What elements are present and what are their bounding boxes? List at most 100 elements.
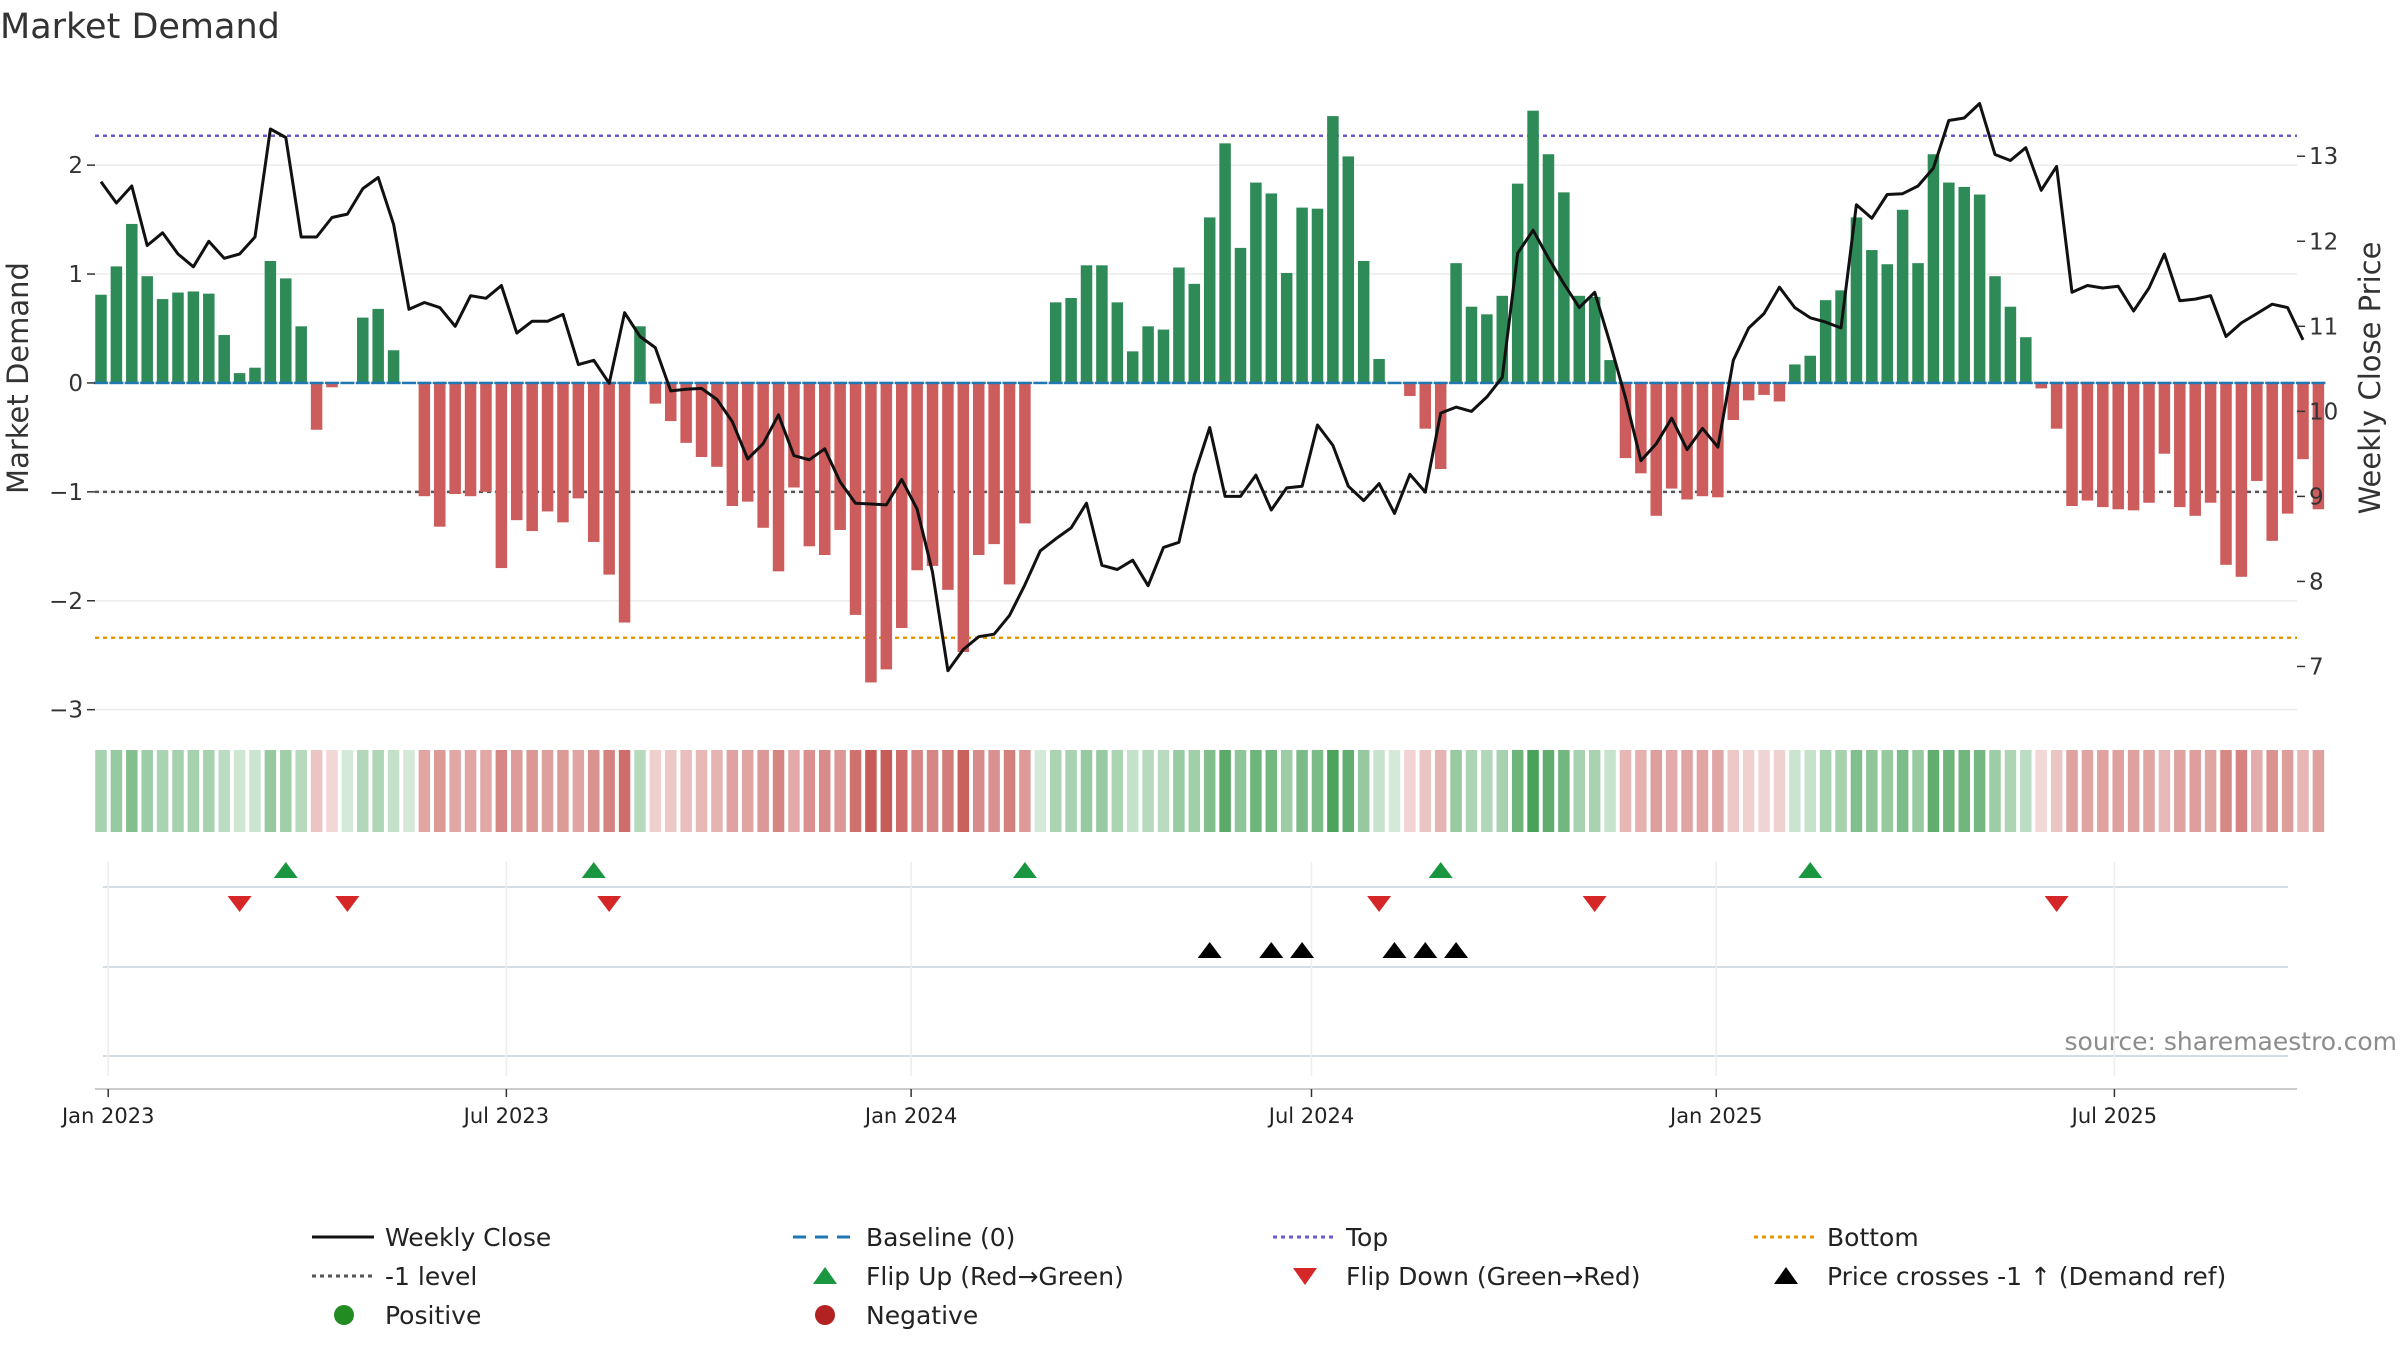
demand-bar xyxy=(1065,297,1077,383)
strip-cell xyxy=(572,750,585,832)
demand-bar xyxy=(988,382,1000,545)
reference-lines xyxy=(95,134,2297,640)
strip-cell xyxy=(618,750,631,832)
legend-swatch xyxy=(813,1267,837,1284)
strip-cell xyxy=(1003,750,1016,832)
strip-cell xyxy=(1912,750,1924,832)
strip-cell xyxy=(2251,750,2263,832)
cross-marker xyxy=(1290,942,1315,958)
demand-bar xyxy=(1866,250,1878,383)
demand-bar xyxy=(110,266,123,383)
strip-cell xyxy=(1034,750,1047,832)
legend-label: Positive xyxy=(385,1301,481,1330)
demand-bar xyxy=(1558,192,1570,383)
demand-bar xyxy=(1126,351,1139,383)
demand-bar xyxy=(1573,295,1586,383)
demand-bar xyxy=(1665,382,1678,489)
demand-bar xyxy=(172,292,184,383)
demand-bar xyxy=(1111,302,1124,383)
demand-bar xyxy=(1789,364,1801,383)
flip-down-marker xyxy=(335,896,360,912)
y-axis-label: Market Demand xyxy=(1,262,35,494)
strip-cell xyxy=(2127,750,2140,832)
flip-down-marker xyxy=(1367,896,1392,912)
demand-bar xyxy=(1096,265,1108,383)
strip-cell xyxy=(1742,750,1755,832)
demand-bar xyxy=(95,294,107,383)
demand-bar xyxy=(480,382,492,492)
strip-cell xyxy=(741,750,754,832)
demand-bar xyxy=(572,382,585,499)
demand-bar xyxy=(1003,382,1016,585)
demand-bar xyxy=(434,382,446,527)
demand-bar xyxy=(911,382,923,571)
strip-cell xyxy=(726,750,739,832)
x-tick-label: Jul 2023 xyxy=(462,1104,549,1128)
demand-bar xyxy=(1080,265,1093,383)
strip-cell xyxy=(2004,750,2017,832)
strip-cell xyxy=(1758,750,1770,832)
legend-label: Negative xyxy=(866,1301,978,1330)
demand-bar xyxy=(1049,302,1062,383)
legend-swatch xyxy=(1774,1267,1798,1284)
demand-bar xyxy=(2297,382,2309,460)
x-axis-ticks: Jan 2023 Jul 2023 Jan 2024 Jul 2024 Jan 2025… xyxy=(60,1089,2157,1128)
strip-cell xyxy=(711,750,723,832)
strip-cell xyxy=(1465,750,1478,832)
strip-cell xyxy=(1219,750,1231,832)
strip-cell xyxy=(1511,750,1524,832)
demand-bar xyxy=(2312,382,2325,510)
strip-cell xyxy=(803,750,816,832)
strip-cell xyxy=(1542,750,1555,832)
demand-bar xyxy=(357,317,369,383)
y2-axis-label: Weekly Close Price xyxy=(2353,242,2387,515)
demand-bar xyxy=(1527,110,1539,383)
demand-bar xyxy=(2189,382,2201,516)
strip-cell xyxy=(1450,750,1462,832)
strip-cell xyxy=(2112,750,2124,832)
strip-cell xyxy=(834,750,846,832)
demand-bar xyxy=(834,382,846,530)
x-tick-label: Jan 2025 xyxy=(1668,1104,1763,1128)
demand-bar xyxy=(1835,290,1847,383)
demand-bar xyxy=(2035,382,2047,389)
x-tick-label: Jul 2025 xyxy=(2070,1104,2157,1128)
demand-bar xyxy=(1188,283,1201,383)
strip-cell xyxy=(172,750,184,832)
strip-cell xyxy=(1265,750,1278,832)
demand-bar xyxy=(880,382,893,670)
demand-bar xyxy=(1819,300,1832,383)
demand-bar xyxy=(942,382,954,590)
y2-tick-label: 13 xyxy=(2309,144,2338,170)
demand-bar xyxy=(1019,382,1031,524)
demand-bar xyxy=(264,260,277,383)
cross-marker xyxy=(1444,942,1469,958)
y2-tick-label: 11 xyxy=(2309,314,2338,340)
strip-cell xyxy=(1142,750,1154,832)
strip-cell xyxy=(1388,750,1401,832)
strip-cell xyxy=(1188,750,1201,832)
demand-bar xyxy=(280,278,292,383)
strip-cell xyxy=(341,750,354,832)
demand-bar xyxy=(2143,382,2155,503)
strip-cell xyxy=(757,750,769,832)
strip-cell xyxy=(2174,750,2186,832)
demand-bar xyxy=(1404,382,1416,397)
strip-cell xyxy=(911,750,923,832)
strip-cell xyxy=(1096,750,1108,832)
strip-cell xyxy=(1866,750,1878,832)
strip-cell xyxy=(249,750,261,832)
demand-bar xyxy=(1681,382,1693,500)
demand-bar xyxy=(126,223,138,383)
strip-cell xyxy=(1080,750,1093,832)
source-text: source: sharemaestro.com xyxy=(2065,1027,2398,1056)
strip-cell xyxy=(1619,750,1632,832)
strip-cell xyxy=(1342,750,1355,832)
demand-bar xyxy=(2158,382,2171,454)
legend-item: Negative xyxy=(815,1301,978,1330)
demand-bar xyxy=(1234,247,1247,383)
demand-bar xyxy=(711,382,723,467)
demand-bar xyxy=(233,373,246,383)
strip-cell xyxy=(926,750,939,832)
strip-cell xyxy=(1727,750,1740,832)
